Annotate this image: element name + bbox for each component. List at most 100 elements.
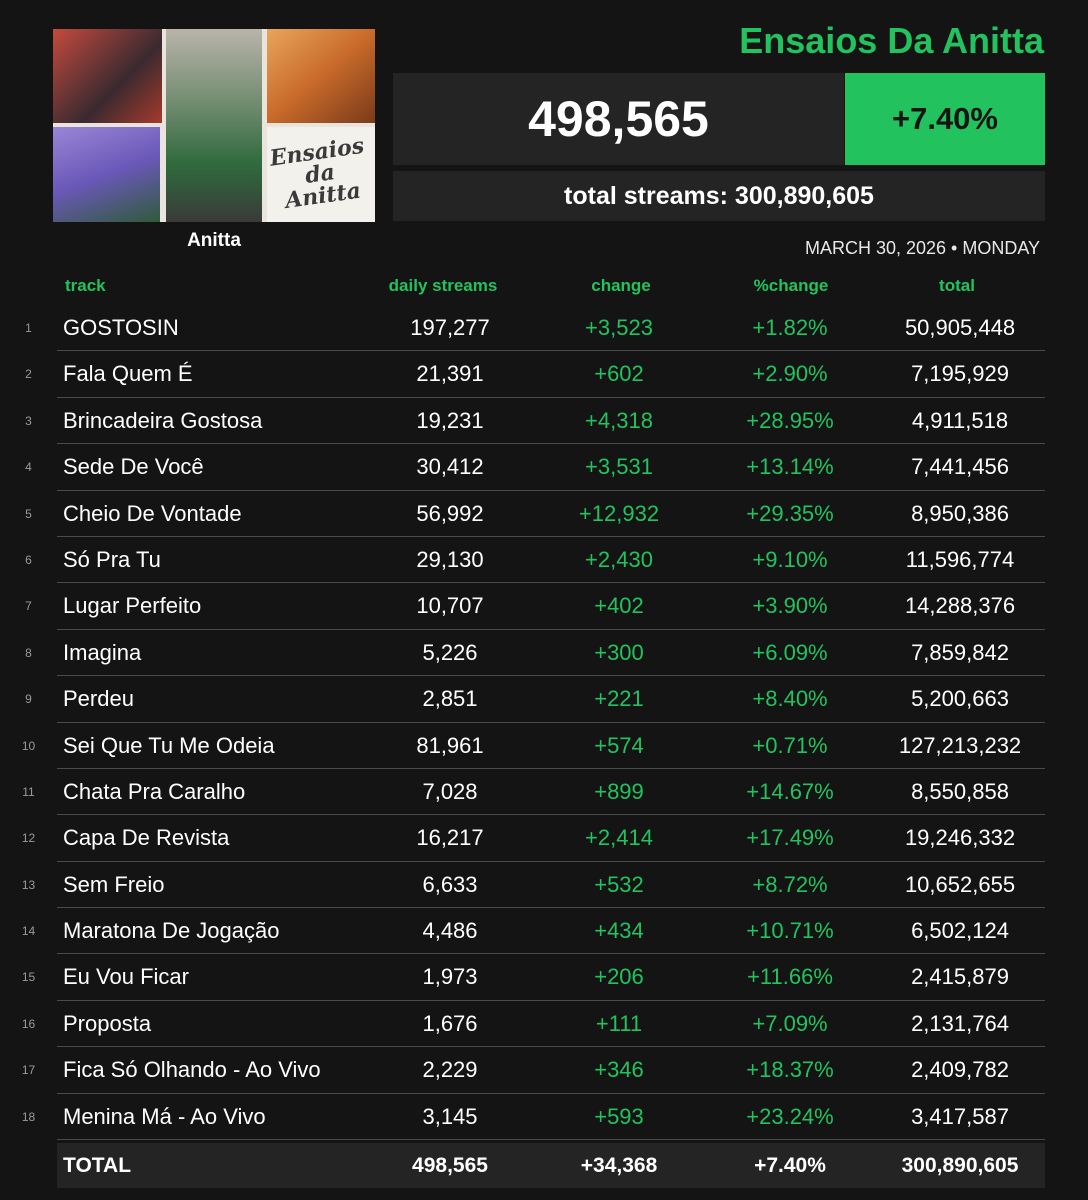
- table-row: 9 Perdeu 2,851 +221 +8.40% 5,200,663: [0, 676, 1088, 723]
- cover-logo-text: Ensaios da Anitta: [268, 132, 366, 214]
- track-change: +602: [594, 361, 644, 387]
- track-rank: 4: [25, 460, 32, 475]
- track-name: Só Pra Tu: [63, 546, 161, 572]
- track-change: +402: [594, 593, 644, 619]
- track-daily-streams: 7,028: [422, 778, 478, 804]
- track-total-streams: 4,911,518: [911, 407, 1009, 433]
- total-row: TOTAL 498,565 +34,368 +7.40% 300,890,605: [57, 1143, 1045, 1188]
- row-divider: [57, 1139, 1045, 1141]
- table-row: 3 Brincadeira Gostosa 19,231 +4,318 +28.95% 4…: [0, 398, 1088, 445]
- track-change: +434: [594, 918, 644, 944]
- track-rank: 12: [21, 831, 36, 846]
- total-streams-box: total streams: 300,890,605: [393, 171, 1045, 221]
- row-divider: [57, 489, 1045, 491]
- table-row: 5 Cheio De Vontade 56,992 +12,932 +29.35% 8,9…: [0, 491, 1088, 537]
- track-change: +3,531: [585, 454, 653, 480]
- track-pct-change: +0.71%: [752, 732, 828, 758]
- column-header-pct-change: %change: [753, 276, 829, 295]
- track-daily-streams: 5,226: [422, 639, 478, 665]
- track-daily-streams: 56,992: [416, 500, 484, 526]
- track-change: +12,932: [578, 500, 660, 526]
- table-row: 7 Lugar Perfeito 10,707 +402 +3.90% 14,288,37…: [0, 583, 1088, 630]
- track-pct-change: +18.37%: [746, 1057, 834, 1083]
- track-total-streams: 10,652,655: [904, 871, 1016, 897]
- track-daily-streams: 6,633: [422, 871, 478, 897]
- track-total-streams: 2,131,764: [911, 1010, 1009, 1036]
- total-change: +34,368: [580, 1154, 658, 1177]
- cover-logo-panel: [267, 127, 375, 222]
- table-row: 18 Menina Má - Ao Vivo 3,145 +593 +23.24% 3,4…: [0, 1094, 1088, 1141]
- row-divider: [57, 721, 1045, 723]
- track-rank: 11: [22, 784, 35, 799]
- row-divider: [57, 999, 1045, 1001]
- table-row: 1 GOSTOSIN 197,277 +3,523 +1.82% 50,905,448: [0, 305, 1088, 352]
- track-pct-change: +2.90%: [752, 361, 828, 387]
- table-row: 13 Sem Freio 6,633 +532 +8.72% 10,652,655: [0, 862, 1088, 909]
- track-pct-change: +28.95%: [746, 407, 834, 433]
- row-divider: [57, 443, 1045, 445]
- track-name: Menina Má - Ao Vivo: [63, 1103, 266, 1129]
- row-divider: [57, 396, 1045, 398]
- track-pct-change: +3.90%: [752, 593, 828, 619]
- track-name: Sede De Você: [63, 454, 204, 480]
- track-name: GOSTOSIN: [63, 315, 179, 340]
- row-divider: [57, 582, 1045, 584]
- table-row: 15 Eu Vou Ficar 1,973 +206 +11.66% 2,415,879: [0, 954, 1088, 1001]
- track-total-streams: 50,905,448: [904, 315, 1016, 340]
- track-change: +899: [594, 778, 644, 804]
- track-daily-streams: 4,486: [422, 918, 478, 944]
- track-total-streams: 7,195,929: [911, 361, 1009, 387]
- track-name: Imagina: [63, 639, 142, 665]
- cover-photo-2: [53, 127, 160, 222]
- table-row: 6 Só Pra Tu 29,130 +2,430 +9.10% 11,596,774: [0, 537, 1088, 584]
- total-pct-change: +7.40%: [754, 1154, 826, 1177]
- track-rank: 9: [25, 692, 32, 707]
- track-daily-streams: 21,391: [416, 361, 484, 387]
- track-name: Maratona De Jogação: [63, 918, 280, 944]
- row-divider: [57, 767, 1045, 769]
- daily-pct-value: +7.40%: [891, 101, 998, 136]
- column-header-change: change: [591, 276, 651, 295]
- track-pct-change: +17.49%: [746, 825, 834, 851]
- track-name: Brincadeira Gostosa: [63, 407, 263, 433]
- track-change: +346: [594, 1057, 644, 1083]
- track-change: +593: [594, 1103, 644, 1129]
- table-row: 8 Imagina 5,226 +300 +6.09% 7,859,842: [0, 630, 1088, 677]
- cover-photo-4: [267, 29, 375, 123]
- track-pct-change: +6.09%: [752, 639, 828, 665]
- track-change: +300: [594, 639, 644, 665]
- track-total-streams: 7,441,456: [911, 454, 1009, 480]
- row-divider: [57, 860, 1045, 862]
- track-total-streams: 8,950,386: [911, 500, 1009, 526]
- track-name: Lugar Perfeito: [63, 593, 202, 619]
- track-daily-streams: 1,973: [422, 964, 478, 990]
- track-daily-streams: 2,851: [422, 686, 478, 712]
- track-total-streams: 14,288,376: [904, 593, 1016, 619]
- track-total-streams: 2,415,879: [911, 964, 1009, 990]
- track-daily-streams: 19,231: [416, 407, 484, 433]
- album-cover: Ensaios da Anitta: [53, 29, 375, 222]
- track-change: +2,430: [585, 546, 653, 572]
- track-rank: 14: [21, 924, 36, 939]
- track-pct-change: +14.67%: [746, 778, 834, 804]
- total-label: TOTAL: [63, 1154, 132, 1177]
- track-pct-change: +11.66%: [747, 964, 833, 990]
- track-rank: 8: [25, 645, 32, 660]
- track-rank: 1: [25, 321, 32, 335]
- track-total-streams: 127,213,232: [898, 732, 1022, 758]
- track-pct-change: +13.14%: [746, 454, 834, 480]
- track-change: +4,318: [585, 407, 653, 433]
- track-total-streams: 6,502,124: [911, 918, 1009, 944]
- table-row: 16 Proposta 1,676 +111 +7.09% 2,131,764: [0, 1001, 1088, 1048]
- track-rank: 7: [25, 599, 32, 614]
- track-name: Chata Pra Caralho: [63, 778, 246, 804]
- total-streams-value: total streams: 300,890,605: [564, 181, 874, 210]
- track-daily-streams: 16,217: [416, 825, 484, 851]
- track-name: Proposta: [63, 1010, 152, 1036]
- track-name: Fala Quem É: [63, 361, 193, 387]
- track-daily-streams: 81,961: [416, 732, 484, 758]
- track-daily-streams: 1,676: [422, 1010, 478, 1036]
- track-pct-change: +10.71%: [746, 918, 834, 944]
- row-divider: [57, 535, 1045, 537]
- table-row: 4 Sede De Você 30,412 +3,531 +13.14% 7,441,45…: [0, 444, 1088, 491]
